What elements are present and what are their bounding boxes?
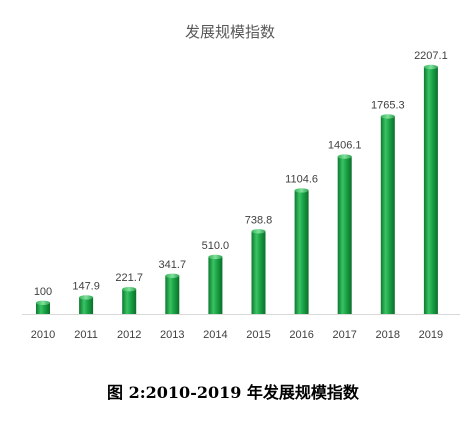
bar-2014 [208,256,223,314]
bar-cap-2019 [423,64,438,70]
bar-cap-2014 [208,254,223,260]
bar-cap-2018 [380,114,395,119]
bar-2013 [165,275,180,314]
bar-2018 [380,116,395,315]
data-label-2010: 100 [34,286,52,298]
bar-cap-2017 [337,154,352,159]
bar-2012 [122,289,137,314]
x-tick-label-2019: 2019 [419,329,443,341]
bar-cap-2011 [79,295,94,300]
figure-caption: 图 2:2010-2019 年发展规模指数 [107,383,360,402]
bar-cap-2013 [165,273,180,278]
bar-2010 [36,302,50,314]
bar-cap-2012 [122,287,137,292]
bar-2015 [251,231,266,314]
x-tick-label-2011: 2011 [74,329,98,341]
bar-2016 [294,190,309,314]
x-tick-label-2012: 2012 [117,329,141,341]
data-label-2018: 1765.3 [371,99,405,111]
bar-cap-2015 [251,229,266,234]
x-tick-label-2010: 2010 [31,329,55,341]
bar-cap-2016 [294,188,309,193]
bar-group [36,64,438,315]
x-tick-label-2015: 2015 [246,329,270,341]
bar-2017 [337,156,352,314]
data-label-2015: 738.8 [245,214,273,226]
bar-cap-2010 [36,300,50,305]
x-tick-label-2018: 2018 [376,329,400,341]
data-label-2019: 2207.1 [414,50,448,62]
data-label-group: 100 147.9 221.7 341.7 510.0 738.8 1104.6 1406.1… [34,50,448,298]
x-tick-label-2014: 2014 [203,329,227,341]
data-label-2014: 510.0 [202,240,230,252]
x-axis-tick-group: 2010 2011 2012 2013 2014 2015 2016 2017 2018 2019 [31,329,443,341]
x-tick-label-2016: 2016 [289,329,313,341]
data-label-2013: 341.7 [159,259,187,271]
data-label-2012: 221.7 [115,272,143,284]
data-label-2011: 147.9 [72,280,100,292]
x-tick-label-2017: 2017 [332,329,356,341]
bar-2019 [423,67,438,314]
data-label-2017: 1406.1 [328,140,362,152]
bar-2011 [79,297,94,314]
data-label-2016: 1104.6 [285,173,318,185]
x-tick-label-2013: 2013 [160,329,184,341]
chart-title: 发展规模指数 [185,24,275,41]
